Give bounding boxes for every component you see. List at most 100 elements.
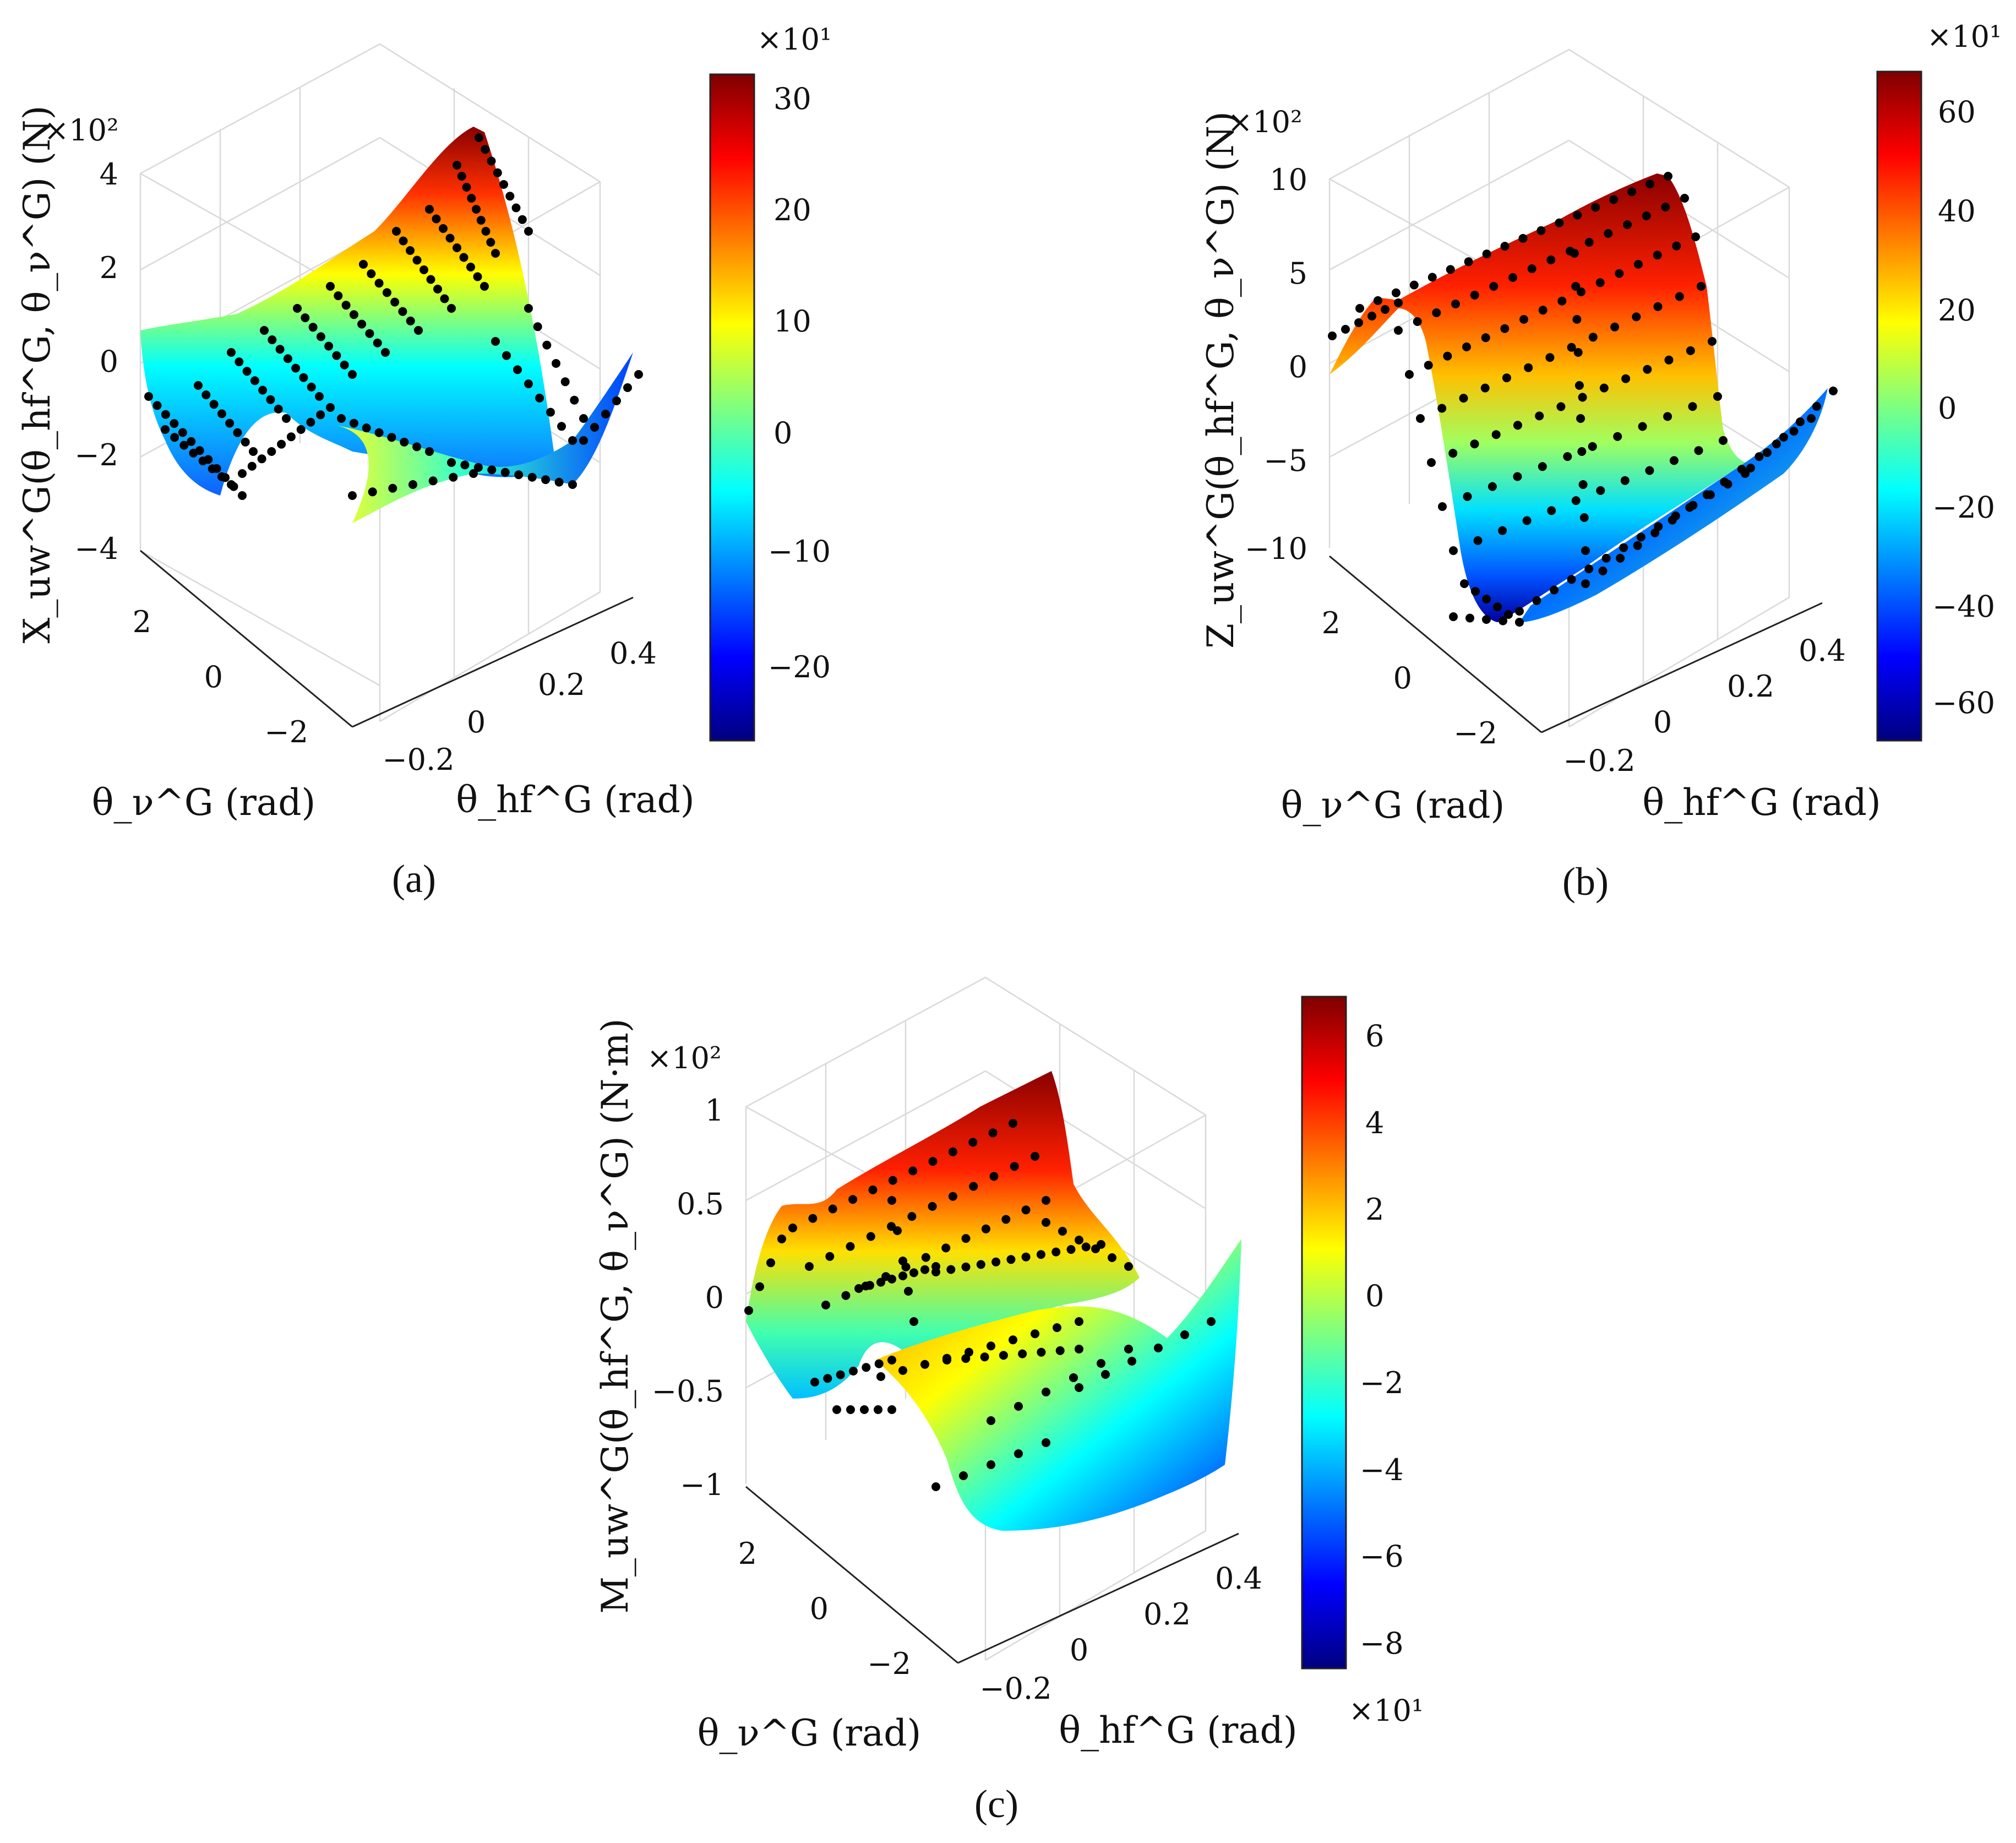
data-point (475, 133, 483, 142)
data-point (948, 1192, 957, 1201)
data-point (1636, 532, 1646, 542)
panel-b-colorbar: ×10¹ 60 40 20 0 −20 −40 −60 (1876, 19, 2002, 742)
z-axis-label: Z_uw^G(θ_hf^G, θ_ν^G) (N) (1200, 111, 1242, 649)
data-point (419, 265, 428, 274)
data-point (928, 1202, 937, 1211)
data-point (179, 441, 189, 450)
data-point (1555, 218, 1564, 227)
data-point (1538, 306, 1548, 315)
data-point (505, 192, 515, 201)
data-point (274, 404, 283, 414)
data-point (1036, 1250, 1045, 1259)
data-point (1691, 232, 1700, 241)
data-point (453, 243, 461, 252)
colorbar-tick: −8 (1360, 1626, 1404, 1661)
data-point (1058, 1227, 1067, 1236)
data-point (777, 1235, 786, 1243)
data-point (1394, 326, 1403, 335)
data-point (1066, 1245, 1076, 1254)
data-point (1650, 528, 1660, 537)
data-point (1746, 464, 1755, 472)
data-point (1124, 1345, 1133, 1353)
data-point (887, 1356, 896, 1364)
data-point (931, 1268, 940, 1276)
data-point (316, 410, 325, 420)
data-point (412, 255, 422, 265)
data-point (961, 1234, 971, 1243)
data-point (1763, 448, 1772, 457)
data-point (469, 469, 478, 478)
colorbar-tick: 0 (1365, 1279, 1384, 1313)
colorbar-tick: 30 (773, 81, 811, 116)
data-point (862, 1363, 871, 1372)
data-point (1623, 220, 1632, 229)
colorbar-exponent: ×10¹ (1349, 1693, 1424, 1728)
x-tick-label: 0 (204, 660, 223, 694)
z-tick-label: 1 (705, 1093, 724, 1128)
colorbar (1877, 72, 1921, 741)
data-point (1473, 536, 1483, 545)
colorbar-tick: 20 (773, 193, 811, 227)
data-point (1609, 195, 1619, 204)
z-tick-label: −2 (74, 438, 118, 472)
data-point (1459, 394, 1468, 403)
data-point (1613, 432, 1622, 441)
data-point (307, 382, 316, 392)
data-point (1001, 1215, 1011, 1224)
data-point (1610, 322, 1620, 331)
colorbar-tick: 2 (1365, 1192, 1384, 1227)
data-point (1075, 1383, 1083, 1392)
data-point (1037, 1347, 1046, 1357)
z-exponent: ×10² (1228, 105, 1303, 139)
data-point (1556, 402, 1566, 411)
data-point (601, 410, 610, 418)
x-axis-label: θ_ν^G (rad) (1281, 784, 1505, 827)
data-point (1685, 503, 1694, 512)
z-tick-label: 10 (1269, 162, 1307, 197)
data-point (1615, 269, 1624, 278)
data-point (491, 249, 500, 258)
data-point (457, 172, 466, 181)
data-point (1042, 1218, 1050, 1227)
data-point (876, 1372, 885, 1381)
data-point (399, 236, 408, 246)
data-point (836, 1370, 845, 1379)
data-point (1642, 211, 1651, 220)
data-point (968, 1138, 978, 1147)
data-point (1535, 411, 1544, 421)
data-point (277, 439, 286, 449)
data-point (557, 422, 566, 431)
data-point (381, 348, 390, 357)
data-point (449, 472, 458, 482)
data-point (931, 1482, 940, 1491)
data-point (920, 1265, 929, 1274)
data-point (1578, 393, 1587, 402)
data-point (241, 437, 250, 447)
data-point (1571, 282, 1581, 291)
z-tick-label: −5 (1263, 443, 1307, 478)
data-point (473, 272, 482, 281)
data-point (854, 1284, 863, 1293)
data-point (1653, 251, 1662, 260)
z-tick-label: 0 (1289, 350, 1307, 384)
data-point (467, 194, 476, 203)
data-point (981, 1224, 990, 1233)
data-point (846, 1405, 855, 1414)
data-point (268, 335, 277, 345)
panel-b-x-ticks: 2 0 −2 (1322, 606, 1497, 751)
data-point (1664, 355, 1674, 365)
panel-c-surface (746, 1071, 1241, 1531)
data-point (1796, 417, 1805, 426)
data-point (1127, 1357, 1136, 1366)
x-tick-label: 2 (133, 605, 151, 639)
data-point (1053, 1323, 1061, 1333)
data-point (908, 1166, 918, 1176)
data-point (1645, 466, 1654, 475)
x-tick-label: 0 (1393, 661, 1412, 695)
panel-label: (a) (392, 857, 436, 901)
data-point (235, 357, 244, 367)
x-axis-label: θ_ν^G (rad) (698, 1712, 922, 1754)
data-point (987, 1341, 995, 1351)
data-point (161, 425, 170, 434)
data-point (828, 1204, 837, 1214)
